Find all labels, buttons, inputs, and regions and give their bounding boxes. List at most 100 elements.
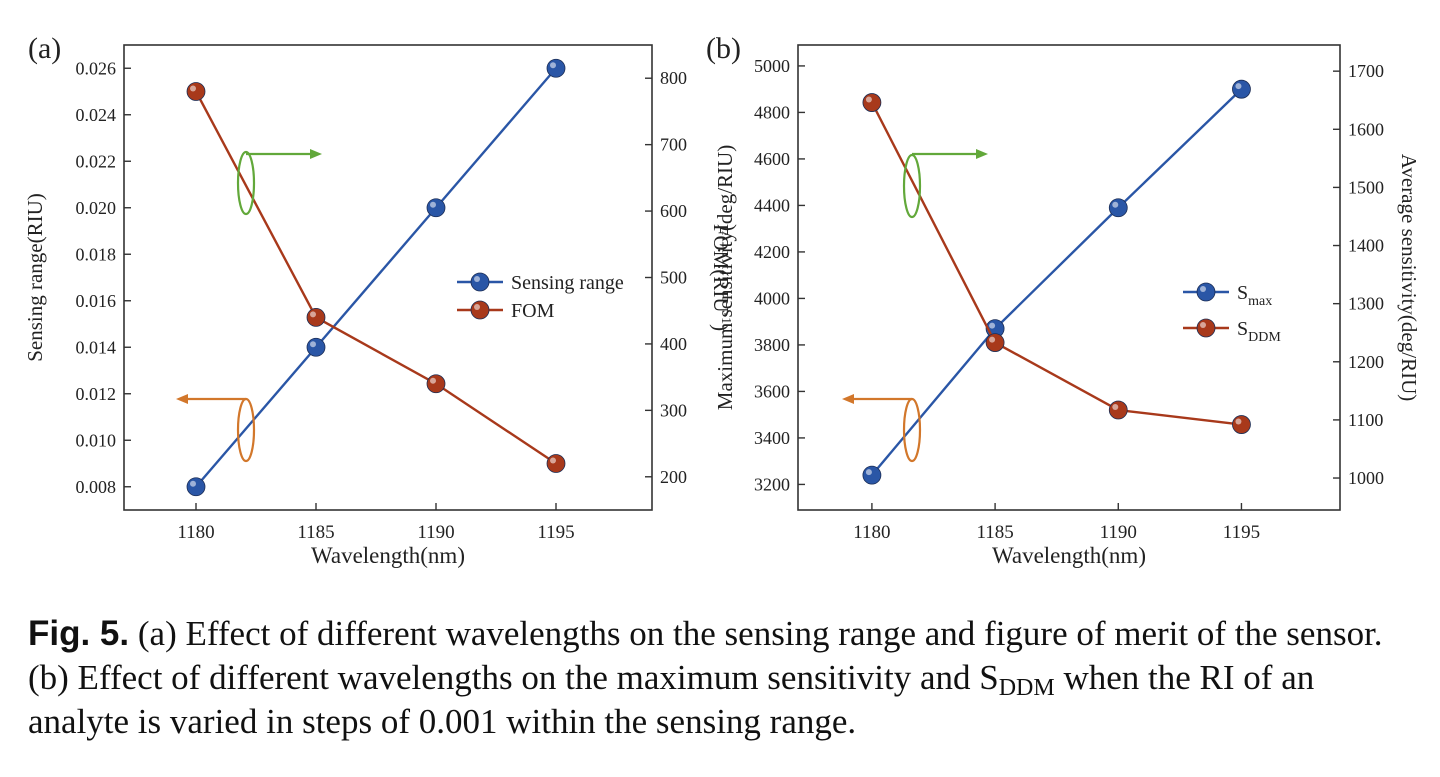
- x-tick-label: 1185: [976, 522, 1013, 543]
- x-axis-label: Wavelength(nm): [992, 543, 1146, 568]
- data-point: [426, 374, 446, 394]
- x-tick-label: 1180: [177, 522, 214, 543]
- data-point: [1108, 400, 1128, 420]
- data-point-highlight: [1235, 418, 1242, 425]
- data-point-highlight: [1112, 201, 1119, 208]
- figure: (a) 1180 1185 1190 1195 Wavelength(nm) 0.008 0.…: [23, 32, 1421, 568]
- data-point: [862, 465, 882, 485]
- x-tick-label: 1180: [853, 522, 890, 543]
- data-point: [862, 93, 882, 112]
- figure-caption: Fig. 5. (a) Effect of different waveleng…: [28, 612, 1418, 744]
- legend-label-main: S: [1237, 282, 1248, 304]
- axis-ring: [902, 397, 922, 463]
- legend-marker: [470, 272, 490, 292]
- data-point-highlight: [430, 377, 436, 384]
- y2-tick-label: 400: [660, 334, 687, 354]
- data-point: [426, 198, 446, 218]
- caption-subscript: DDM: [998, 675, 1055, 701]
- axis-arrow-head: [176, 394, 188, 404]
- x-tick-label: 1185: [297, 522, 334, 543]
- caption-text-a: (a) Effect of different wavelengths on t…: [28, 614, 1383, 697]
- data-point-highlight: [989, 336, 996, 343]
- x-tick-label: 1195: [1223, 522, 1260, 543]
- legend-label: FOM: [511, 300, 555, 322]
- y2-label-main: Average sensitivity(deg/RIU): [1397, 154, 1421, 401]
- y2-tick-label: 300: [660, 400, 687, 420]
- y2-tick-label: 1700: [1348, 61, 1384, 81]
- data-point: [306, 307, 326, 327]
- y2-tick-label: 500: [660, 268, 687, 288]
- data-point-highlight: [1235, 83, 1242, 90]
- y2-tick-label: 1600: [1348, 119, 1384, 139]
- y-axis-label: Maximum sensitivity(deg/RIU): [713, 145, 737, 410]
- chart-panel-b: (b) 1180 1185 1190 1195 Wavelength(nm) 3200 340…: [706, 32, 1421, 568]
- data-point: [186, 82, 206, 101]
- plot-frame: [797, 44, 1341, 511]
- legend-label: SDDM: [1237, 318, 1281, 345]
- caption-label: Fig. 5.: [28, 614, 130, 653]
- legend-marker: [470, 300, 490, 320]
- y2-tick-label: 1200: [1348, 352, 1384, 372]
- data-point-highlight: [310, 311, 316, 318]
- y-tick-label: 0.016: [76, 291, 117, 311]
- y-tick-label: 4400: [754, 195, 790, 215]
- data-point: [546, 454, 566, 473]
- y-tick-label: 3400: [754, 428, 790, 448]
- series-line-1: [870, 101, 1242, 426]
- data-point-highlight: [190, 480, 196, 487]
- y-tick-label: 4000: [754, 288, 790, 308]
- legend-label-sub: DDM: [1248, 330, 1281, 345]
- legend-label: Sensing range: [511, 272, 624, 294]
- x-tick-label: 1190: [1100, 522, 1137, 543]
- y-tick-label: 0.020: [76, 198, 117, 218]
- y-tick-label: 4200: [754, 242, 790, 262]
- y2-tick-label: 1100: [1348, 410, 1383, 430]
- panel-label: (a): [28, 32, 61, 65]
- legend-label-main: S: [1237, 318, 1248, 340]
- y2-tick-label: 1500: [1348, 177, 1384, 197]
- legend-marker-highlight: [474, 276, 480, 282]
- legend-marker-highlight: [474, 304, 480, 310]
- y-tick-label: 4800: [754, 102, 790, 122]
- x-axis-label: Wavelength(nm): [311, 543, 465, 568]
- x-tick-label: 1195: [537, 522, 574, 543]
- legend-marker-highlight: [1200, 286, 1206, 292]
- data-point: [1108, 198, 1128, 218]
- data-point: [1232, 415, 1251, 434]
- legend-marker: [1196, 282, 1216, 302]
- data-point: [1232, 79, 1251, 99]
- y2-tick-label: 700: [660, 135, 687, 155]
- y2-tick-label: 1300: [1348, 294, 1384, 314]
- data-point-highlight: [310, 341, 316, 348]
- data-point-highlight: [989, 322, 996, 329]
- y2-tick-label: 800: [660, 68, 687, 88]
- axis-arrow-head: [976, 149, 988, 159]
- axis-arrow-head: [842, 394, 854, 404]
- y2-tick-label: 600: [660, 201, 687, 221]
- y2-tick-label: 1400: [1348, 236, 1384, 256]
- series-line-1: [194, 90, 557, 465]
- y-tick-label: 0.022: [76, 151, 117, 171]
- y-tick-label: 0.012: [76, 384, 117, 404]
- legend-label-sub: max: [1248, 294, 1272, 309]
- y2-axis-label: Average sensitivity(deg/RIU): [1397, 154, 1421, 401]
- data-point-highlight: [865, 96, 872, 103]
- axis-ring: [902, 153, 922, 219]
- series-line-0: [195, 67, 557, 488]
- y-tick-label: 0.008: [76, 477, 117, 497]
- y-tick-label: 3800: [754, 335, 790, 355]
- data-point-highlight: [1112, 404, 1119, 411]
- legend-label-main: FOM: [511, 300, 555, 322]
- y-tick-label: 0.010: [76, 430, 117, 450]
- data-point-highlight: [865, 469, 872, 476]
- data-point-highlight: [430, 201, 436, 208]
- data-point-highlight: [190, 85, 196, 92]
- data-point: [546, 58, 566, 78]
- y-axis-label: Sensing range(RIU): [23, 193, 47, 362]
- axis-arrow-head: [310, 149, 322, 159]
- y-tick-label: 0.018: [76, 244, 117, 264]
- y-tick-label: 0.014: [76, 337, 117, 357]
- data-point-highlight: [550, 62, 556, 69]
- data-point: [985, 333, 1005, 353]
- y2-label-sup: -1: [718, 313, 733, 325]
